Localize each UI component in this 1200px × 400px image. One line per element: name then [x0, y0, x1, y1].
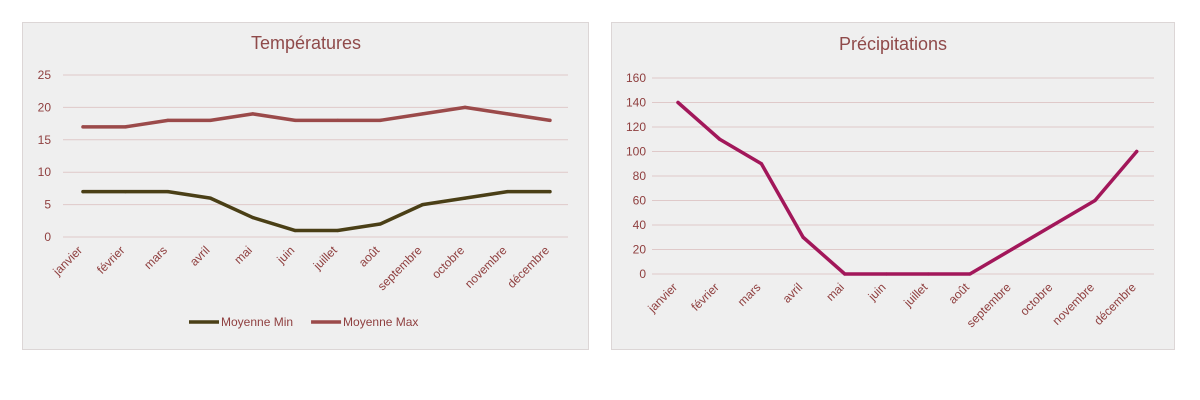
temperature-series-1-point	[208, 118, 212, 122]
temperature-x-tick-label: janvier	[50, 243, 86, 279]
temperature-series-1-point	[378, 118, 382, 122]
precipitation-series-0-point	[718, 137, 722, 141]
temperature-series-1-point	[81, 125, 85, 129]
precipitation-x-tick-label: octobre	[1017, 280, 1055, 318]
precipitation-chart-panel: Précipitations 0 20 40 60 80 100 120 140 160 janvi…	[611, 22, 1175, 350]
temperature-series-0-point	[421, 203, 425, 207]
temperature-series-1-point	[336, 118, 340, 122]
temperature-series-0-point	[208, 196, 212, 200]
precipitation-y-tick-label: 140	[626, 96, 646, 110]
temperature-series-1-point	[463, 105, 467, 109]
temperature-series-0-point	[251, 215, 255, 220]
temperature-y-tick-label: 5	[44, 198, 51, 212]
temperature-series-line-1	[81, 105, 552, 129]
temperature-x-tick-label: décembre	[504, 243, 552, 291]
temperature-series-0-point	[336, 228, 340, 233]
precipitation-x-tick-label: mars	[735, 280, 764, 309]
temperature-x-tick-label: octobre	[429, 243, 467, 281]
precipitation-x-tick-label: mai	[823, 280, 847, 304]
precipitation-y-tick-label: 160	[626, 71, 646, 85]
temperature-series-0-point	[81, 190, 85, 194]
temperature-x-tick-label: mars	[141, 243, 170, 272]
precipitation-series-0-point	[676, 100, 680, 105]
precipitation-series-0-point	[1010, 247, 1014, 252]
precipitation-series-0-point	[1093, 198, 1097, 203]
temperature-series-1-point	[293, 118, 297, 122]
temperature-series-0-point	[123, 190, 128, 194]
precipitation-series-line-0	[676, 100, 1139, 276]
precipitation-x-tick-label: janvier	[645, 280, 681, 316]
precipitation-y-tick-label: 20	[633, 243, 647, 257]
temperature-y-tick-label: 0	[44, 230, 51, 244]
temperature-chart-title: Températures	[251, 33, 361, 53]
temperature-x-tick-label: septembre	[375, 243, 425, 293]
temperature-series-1-point	[166, 118, 170, 122]
temperature-x-tick-label: juillet	[310, 243, 340, 273]
legend-entry: Moyenne Max	[343, 315, 418, 329]
temperature-x-tick-label: avril	[187, 243, 212, 268]
precipitation-series-0-point	[968, 272, 972, 276]
temperature-y-tick-label: 25	[38, 68, 52, 82]
precipitation-y-tick-label: 60	[633, 194, 647, 208]
precipitation-x-tick-label: juin	[865, 280, 889, 304]
precipitation-series-0-point	[801, 235, 805, 239]
precipitation-chart-title: Précipitations	[839, 34, 947, 54]
temperature-series-1-point	[123, 125, 128, 129]
temperature-series-1-point	[421, 112, 425, 116]
temperature-series-1-point	[548, 118, 552, 122]
temperature-series-0-point	[378, 222, 382, 226]
precipitation-y-tick-label: 80	[633, 169, 647, 183]
temperature-x-tick-label: mai	[231, 243, 255, 267]
temperature-x-tick-label: août	[356, 243, 383, 270]
legend-entry: Moyenne Min	[221, 315, 293, 329]
temperature-series-0-point	[293, 228, 297, 233]
temperature-chart: Températures 0 5 10 15 20 25 janvier février mars…	[38, 33, 568, 329]
precipitation-x-tick-label: novembre	[1049, 280, 1097, 328]
precipitation-x-tick-label: juillet	[900, 280, 930, 310]
precipitation-series-0-point	[926, 272, 930, 276]
precipitation-x-tick-label: février	[688, 280, 721, 313]
temperature-y-tick-label: 15	[38, 133, 52, 147]
temperature-x-tick-label: novembre	[462, 243, 510, 291]
precipitation-series-0-point	[843, 272, 847, 276]
temperature-y-tick-label: 10	[38, 165, 52, 179]
temperature-series-1-point	[505, 112, 510, 116]
precipitation-series-0-point	[1135, 149, 1139, 154]
precipitation-y-tick-label: 40	[633, 218, 647, 232]
precipitation-chart: Précipitations 0 20 40 60 80 100 120 140 160 janvi…	[626, 34, 1154, 330]
temperature-series-0-point	[463, 196, 467, 200]
precipitation-y-tick-label: 100	[626, 145, 646, 159]
precipitation-y-tick-label: 120	[626, 120, 646, 134]
temperature-chart-panel: Températures 0 5 10 15 20 25 janvier février mars…	[22, 22, 589, 350]
precipitation-y-tick-label: 0	[639, 267, 646, 281]
temperature-y-tick-label: 20	[38, 100, 52, 114]
precipitation-x-tick-label: août	[946, 280, 973, 307]
precipitation-series-0-point	[1051, 223, 1055, 227]
precipitation-x-tick-label: avril	[780, 280, 805, 305]
temperature-x-tick-label: février	[94, 243, 127, 276]
temperature-series-0-point	[505, 190, 510, 194]
temperature-series-line-0	[81, 189, 552, 233]
temperature-series-0-point	[166, 190, 170, 194]
precipitation-x-tick-label: septembre	[964, 280, 1014, 330]
precipitation-series-0-point	[884, 272, 889, 276]
temperature-series-1-point	[251, 112, 255, 116]
precipitation-x-tick-label: décembre	[1091, 280, 1139, 328]
precipitation-series-0-point	[759, 162, 763, 166]
temperature-x-tick-label: juin	[274, 243, 298, 267]
temperature-series-0-point	[548, 190, 552, 194]
